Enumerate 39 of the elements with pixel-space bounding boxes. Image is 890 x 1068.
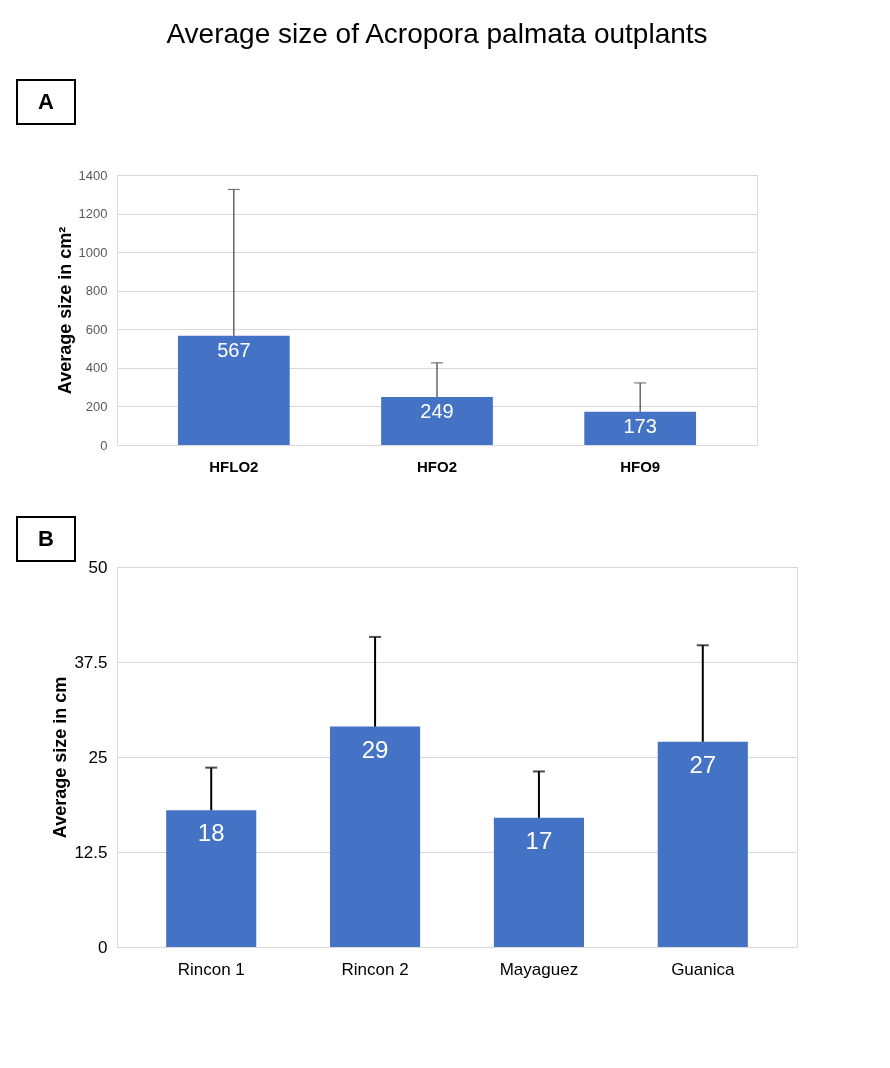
data-label: 17 — [525, 826, 553, 854]
y-tick-label: 1000 — [78, 244, 108, 260]
y-tick-label: 50 — [88, 557, 108, 577]
x-tick-label: HFLO2 — [209, 457, 259, 475]
x-tick-label: Rincon 1 — [177, 959, 245, 979]
bar — [166, 810, 257, 947]
y-tick-label: 800 — [85, 283, 108, 299]
y-tick-label: 0 — [100, 437, 108, 453]
text: A — [38, 89, 55, 114]
y-tick-label: 25 — [88, 747, 108, 767]
x-tick-label: HFO2 — [416, 457, 458, 475]
x-tick-label: Guanica — [671, 959, 735, 979]
y-tick-label: 600 — [85, 321, 108, 337]
y-tick-label: 1200 — [78, 206, 108, 222]
data-label: 173 — [623, 414, 657, 437]
y-tick-label: 400 — [85, 360, 108, 376]
y-axis-title: Average size in cm² — [54, 226, 75, 395]
x-tick-label: Rincon 2 — [341, 959, 409, 979]
x-tick-label: Mayaguez — [499, 959, 579, 979]
y-tick-label: 0 — [98, 937, 108, 957]
bar — [657, 741, 748, 947]
x-tick-label: HFO9 — [620, 457, 661, 475]
bar — [177, 335, 290, 445]
data-label: 567 — [217, 338, 251, 361]
bar — [584, 411, 697, 445]
chart-title: Average size of Acropora palmata outplants — [166, 18, 708, 49]
data-label: 29 — [361, 735, 389, 763]
text: B — [38, 526, 54, 551]
bar — [381, 396, 493, 445]
y-tick-label: 200 — [85, 398, 108, 414]
data-label: 18 — [197, 819, 225, 847]
y-tick-label: 12.5 — [74, 842, 108, 862]
y-axis-title: Average size in cm — [50, 676, 71, 839]
data-label: 27 — [689, 750, 717, 778]
bar — [493, 817, 584, 947]
y-tick-label: 37.5 — [74, 652, 108, 672]
data-label: 249 — [420, 399, 454, 422]
bar — [330, 726, 421, 947]
y-tick-label: 1400 — [78, 167, 108, 183]
